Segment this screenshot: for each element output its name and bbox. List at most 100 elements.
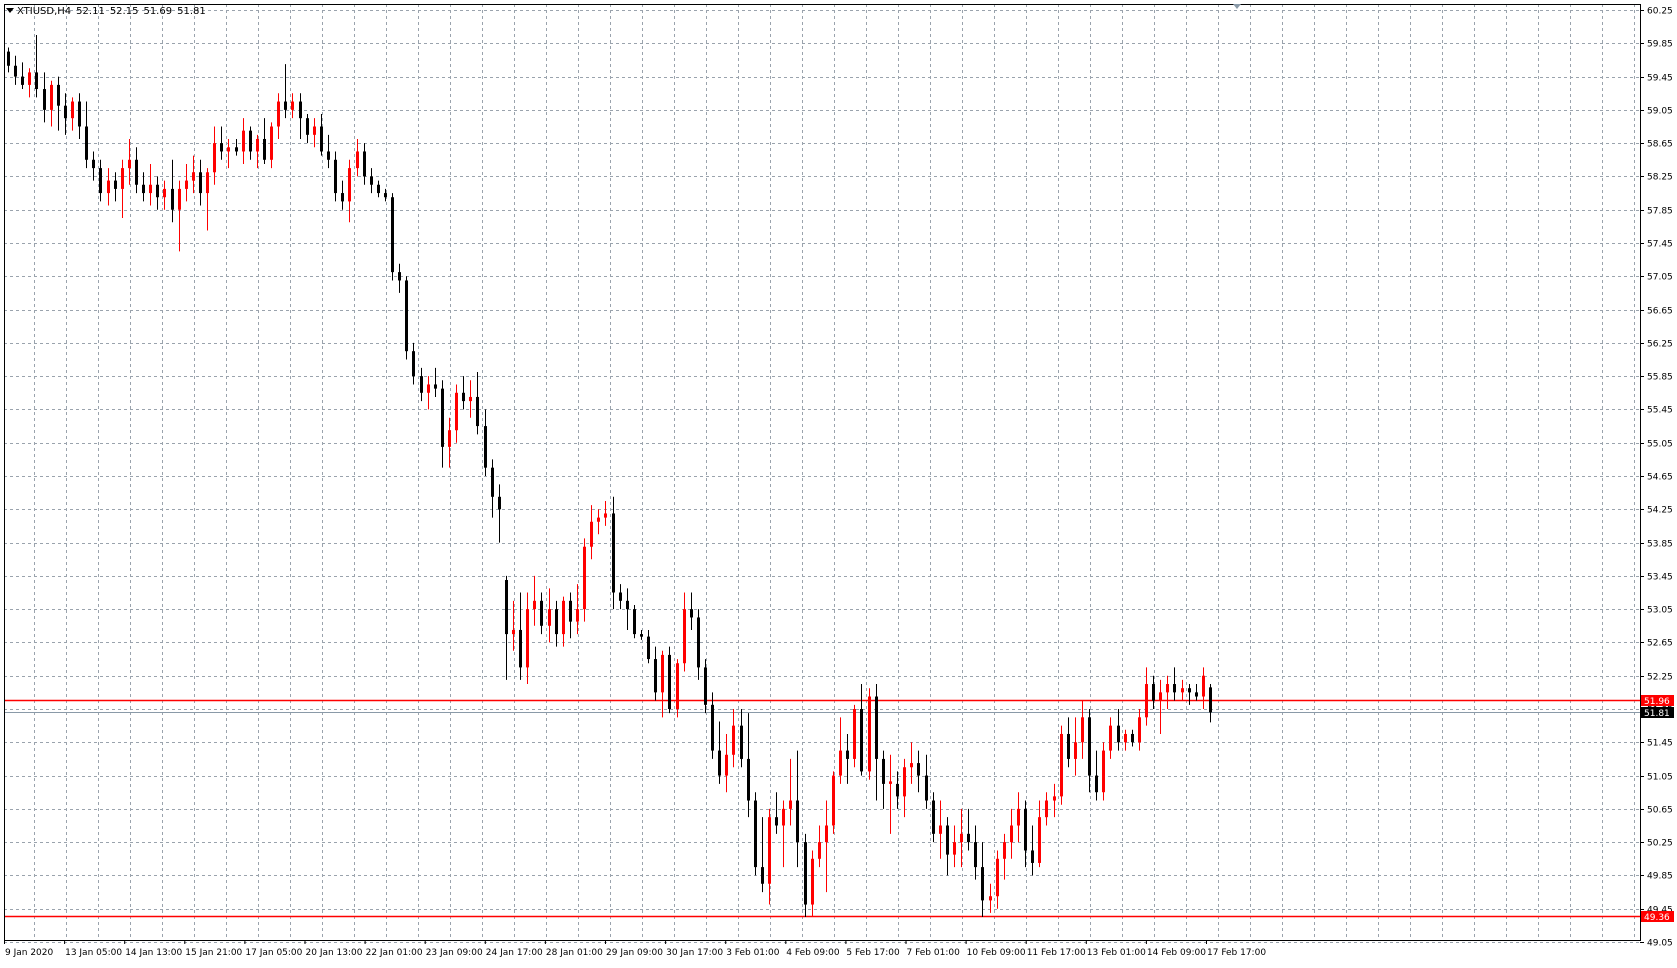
x-tick-label: 14 Feb 09:00 xyxy=(1147,948,1206,958)
candle-body xyxy=(597,517,600,522)
candle-body xyxy=(981,867,984,901)
y-tick-label: 56.25 xyxy=(1647,340,1673,350)
candle-body xyxy=(441,388,444,447)
candle-body xyxy=(462,392,465,402)
x-tick-label: 9 Jan 2020 xyxy=(5,948,53,958)
candle-body xyxy=(50,84,53,110)
candle-body xyxy=(1095,775,1098,793)
chart-shift-marker-icon[interactable] xyxy=(1233,4,1241,9)
candle-body xyxy=(917,763,920,776)
candle-body xyxy=(306,118,309,135)
candle-body xyxy=(775,817,778,826)
x-tick-label: 3 Feb 01:00 xyxy=(726,948,780,958)
y-tick-label: 59.85 xyxy=(1647,40,1673,50)
candle-body xyxy=(491,467,494,497)
candle-body xyxy=(320,126,323,152)
candle-body xyxy=(996,858,999,897)
candle-body xyxy=(341,193,344,202)
candle-body xyxy=(171,188,174,210)
candle-body xyxy=(227,147,230,152)
candle-body xyxy=(619,592,622,601)
candle-body xyxy=(626,600,629,610)
candle-body xyxy=(1003,842,1006,859)
candle-body xyxy=(213,143,216,173)
candle-body xyxy=(939,825,942,834)
candle-body xyxy=(932,800,935,834)
y-tick-label: 51.05 xyxy=(1647,773,1673,783)
candle-body xyxy=(612,513,615,593)
candle-body xyxy=(761,867,764,884)
candle-body xyxy=(668,654,671,709)
candle-body xyxy=(519,629,522,668)
plot-border xyxy=(4,4,1641,941)
symbol-timeframe: XTIUSD,H4 xyxy=(17,6,72,17)
x-tick-label: 20 Jan 13:00 xyxy=(306,948,363,958)
candle-body xyxy=(640,634,643,637)
collapse-triangle-icon[interactable] xyxy=(6,8,14,13)
candle-body xyxy=(989,896,992,901)
y-tick-label: 53.05 xyxy=(1647,606,1673,616)
candle-body xyxy=(711,704,714,751)
y-tick-label: 58.65 xyxy=(1647,140,1673,150)
plot-area[interactable] xyxy=(4,4,1640,940)
candle-body xyxy=(782,808,785,826)
candle-body xyxy=(661,654,664,693)
candle-body xyxy=(498,496,501,510)
ohlc-low: 51.69 xyxy=(143,6,173,17)
candle-body xyxy=(235,147,238,152)
x-tick-label: 11 Feb 17:00 xyxy=(1027,948,1086,958)
candle-body xyxy=(199,172,202,194)
candle-body xyxy=(789,800,792,809)
candle-body xyxy=(910,763,913,768)
candle-body xyxy=(925,775,928,801)
level-label-bg xyxy=(1641,911,1674,922)
candle-body xyxy=(512,629,515,635)
y-tick-label: 55.45 xyxy=(1647,406,1673,416)
candle-body xyxy=(256,138,259,152)
bid-price-label: 51.81 xyxy=(1644,709,1670,719)
x-tick-label: 4 Feb 09:00 xyxy=(786,948,840,958)
candle-body xyxy=(974,842,977,868)
y-tick-label: 49.85 xyxy=(1647,872,1673,882)
y-tick-label: 57.05 xyxy=(1647,273,1673,283)
candle-body xyxy=(718,750,721,776)
candle-body xyxy=(1173,684,1176,693)
candle-body xyxy=(526,609,529,668)
candle-body xyxy=(299,101,302,119)
y-tick-label: 53.45 xyxy=(1647,573,1673,583)
ohlc-high: 52.15 xyxy=(109,6,139,17)
candle-body xyxy=(135,159,138,185)
candle-body xyxy=(1038,817,1041,863)
candle-body xyxy=(43,89,46,110)
y-tick-label: 51.45 xyxy=(1647,739,1673,749)
candle-body xyxy=(747,758,750,801)
candle-body xyxy=(363,151,366,177)
candle-body xyxy=(1074,742,1077,759)
candle-body xyxy=(1131,733,1134,743)
candle-body xyxy=(1109,725,1112,751)
x-tick-label: 30 Jan 17:00 xyxy=(666,948,723,958)
candle-body xyxy=(1152,684,1155,701)
y-tick-label: 52.25 xyxy=(1647,673,1673,683)
ohlc-open: 52.11 xyxy=(76,6,105,17)
ohlc-close: 51.81 xyxy=(177,6,206,17)
candle-body xyxy=(455,392,458,431)
candle-body xyxy=(889,781,892,784)
candle-body xyxy=(476,396,479,427)
candle-body xyxy=(754,800,757,868)
candle-body xyxy=(740,725,743,759)
candle-body xyxy=(356,151,359,169)
candle-body xyxy=(796,800,799,843)
candle-body xyxy=(427,384,430,393)
candle-body xyxy=(725,754,728,776)
candle-body xyxy=(683,609,686,664)
candle-body xyxy=(804,842,807,905)
candle-body xyxy=(121,168,124,189)
candle-body xyxy=(1195,692,1198,697)
candle-body xyxy=(1188,688,1191,693)
candle-body xyxy=(398,272,401,281)
candle-body xyxy=(839,750,842,776)
candle-body xyxy=(903,767,906,797)
